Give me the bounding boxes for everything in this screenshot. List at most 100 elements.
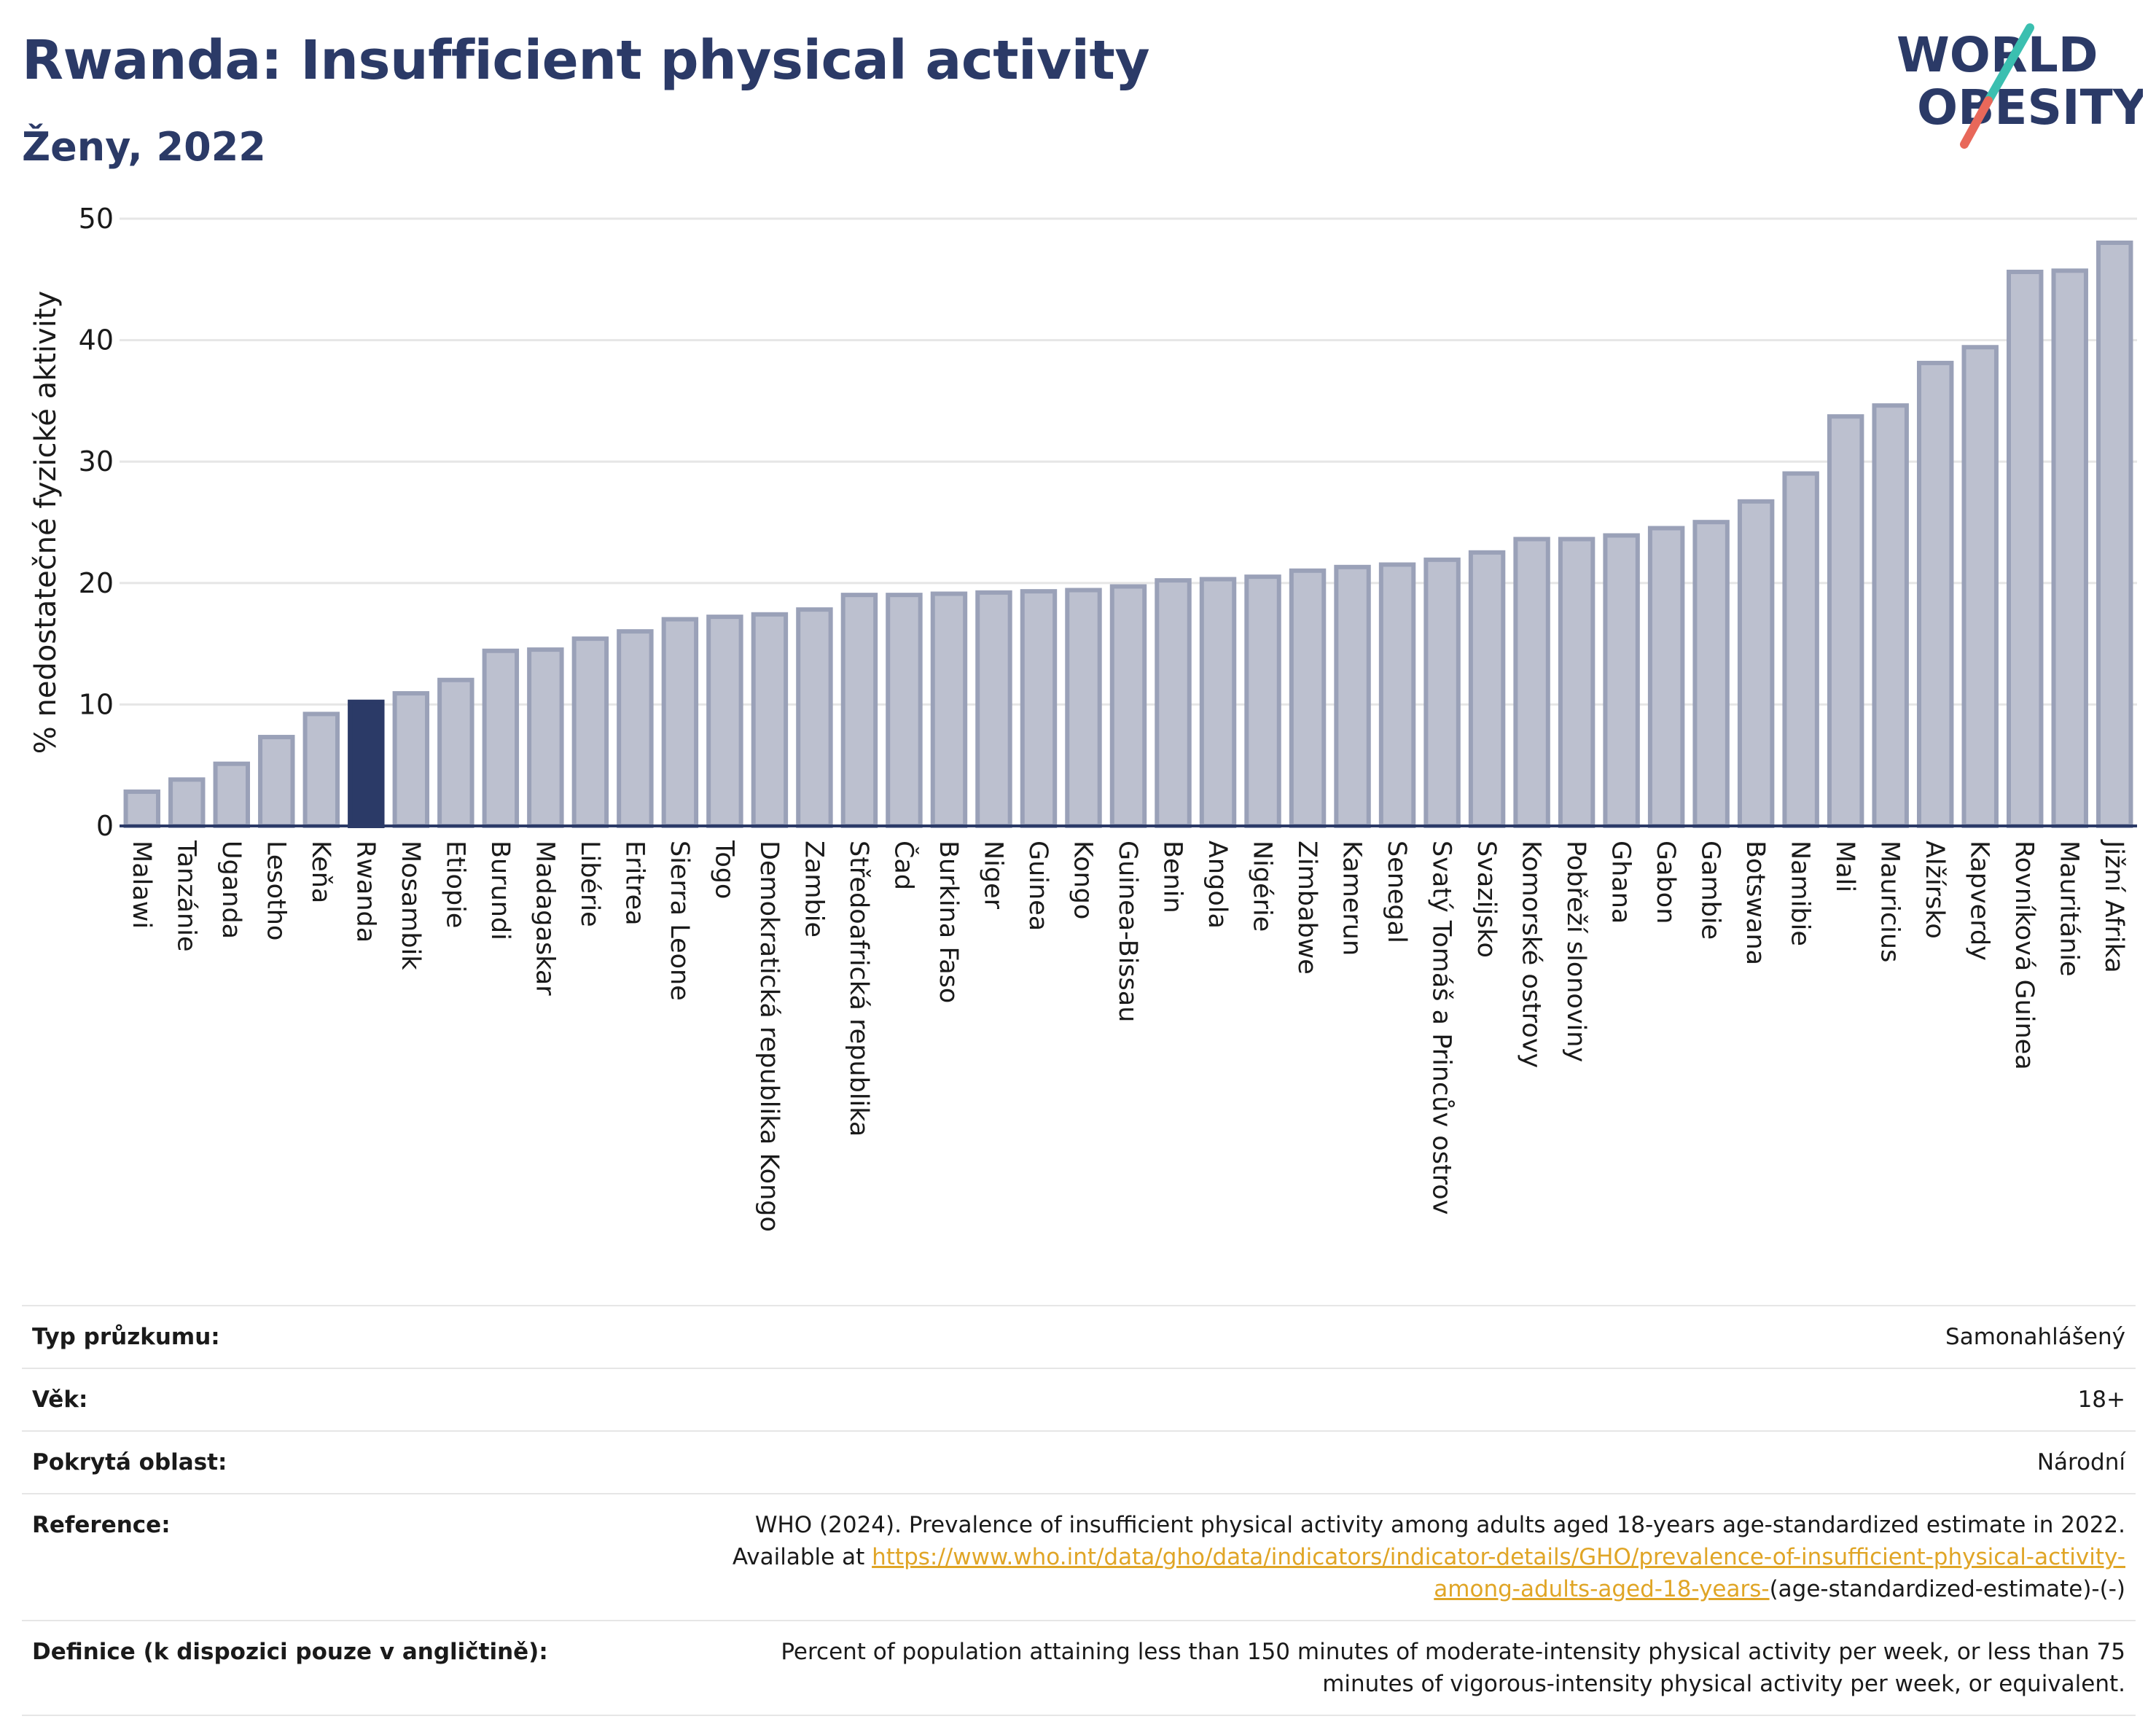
definition-label: Definice (k dispozici pouze v angličtině… [22, 1620, 698, 1716]
bar [1872, 403, 1909, 828]
bar [1065, 588, 1102, 828]
age-label: Věk: [22, 1368, 698, 1432]
x-tick-label: Kapverdy [1965, 841, 1994, 961]
bar [1289, 568, 1327, 828]
info-table: Typ průzkumu: Samonahlášený Věk: 18+ Pok… [22, 1305, 2136, 1716]
bar [1692, 520, 1730, 829]
x-tick-label: Rwanda [351, 841, 380, 943]
x-tick-label: Togo [709, 840, 738, 899]
x-tick-label: Tanzánie [171, 840, 200, 951]
bar [975, 590, 1012, 829]
logo-line2: OBESITY [1917, 79, 2143, 136]
x-tick-label: Eritrea [620, 841, 649, 926]
x-tick-label: Kongo [1068, 841, 1097, 919]
x-tick-label: Angola [1203, 841, 1232, 929]
x-tick-label: Gabon [1651, 841, 1680, 924]
x-tick-label: Zambie [799, 841, 828, 937]
survey-type-value: Samonahlášený [698, 1305, 2136, 1369]
x-tick-label: Burundi [485, 841, 515, 940]
bar [751, 612, 789, 828]
y-tick-label: 10 [79, 688, 114, 720]
bar [527, 647, 564, 829]
info-row-reference: Reference: WHO (2024). Prevalence of ins… [22, 1493, 2136, 1621]
bar [1782, 471, 1819, 828]
reference-suffix: (age-standardized-estimate)-(-) [1769, 1576, 2125, 1602]
bar [123, 789, 160, 829]
survey-type-label: Typ průzkumu: [22, 1305, 698, 1369]
bar [302, 711, 340, 828]
x-tick-label: Etiopie [440, 841, 469, 928]
reference-text: WHO (2024). Prevalence of insufficient p… [732, 1512, 2125, 1570]
x-tick-label: Mosambik [396, 841, 425, 970]
x-tick-label: Guinea-Bissau [1113, 841, 1142, 1022]
y-tick-label: 40 [79, 324, 114, 356]
y-tick-label: 30 [79, 445, 114, 477]
x-tick-label: Pobřeží slonoviny [1561, 841, 1590, 1062]
age-value: 18+ [698, 1368, 2136, 1432]
bar [1558, 537, 1595, 828]
bar [840, 593, 878, 828]
bar [796, 607, 833, 828]
x-tick-label: Svatý Tomáš a Princův ostrov [1427, 841, 1456, 1214]
info-row-survey-type: Typ průzkumu: Samonahlášený [22, 1305, 2136, 1369]
reference-link[interactable]: https://www.who.int/data/gho/data/indica… [872, 1544, 2125, 1602]
x-tick-label: Mali [1830, 841, 1859, 892]
bar [930, 591, 968, 828]
world-obesity-logo: WORLD OBESITY [1897, 23, 2143, 149]
bar [2096, 240, 2133, 829]
x-tick-label: Benin [1158, 841, 1187, 913]
bar [1155, 578, 1192, 828]
bar-highlight [348, 699, 385, 829]
bar [1109, 584, 1147, 828]
y-tick-label: 0 [96, 810, 114, 842]
x-tick-label: Zimbabwe [1292, 841, 1321, 975]
x-tick-label: Malawi [127, 841, 156, 929]
x-tick-label: Burkina Faso [934, 841, 963, 1003]
x-tick-label: Namibie [1786, 841, 1815, 946]
bar [1244, 574, 1281, 828]
x-axis-labels: Malawi Tanzánie Uganda Lesotho Keňa Rwanda Mos… [127, 839, 2128, 1232]
x-tick-label: Demokratická republika Kongo [754, 841, 784, 1232]
x-tick-label: Keňa [306, 841, 335, 903]
bar [2051, 268, 2088, 828]
bar [392, 691, 430, 828]
bar [482, 648, 520, 828]
bar [1737, 499, 1775, 828]
x-tick-label: Jižní Afrika [2099, 839, 2128, 973]
y-tick-label: 50 [79, 203, 114, 235]
bar [258, 735, 295, 828]
y-axis-label: % nedostatečné fyzické aktivity [29, 291, 63, 754]
bar [168, 777, 206, 828]
x-tick-label: Kamerun [1337, 841, 1367, 956]
x-tick-label: Botswana [1741, 841, 1770, 965]
x-tick-label: Lesotho [261, 841, 290, 940]
x-tick-label: Alžírsko [1920, 841, 1949, 939]
y-axis-ticks: 0 10 20 30 40 50 [79, 203, 114, 842]
bar [1423, 557, 1461, 829]
info-row-definition: Definice (k dispozici pouze v angličtině… [22, 1620, 2136, 1716]
bar [661, 617, 699, 828]
bar [2007, 269, 2044, 828]
x-tick-label: Čad [888, 841, 919, 890]
x-tick-label: Uganda [216, 841, 246, 939]
bar [1603, 533, 1640, 829]
bar [1378, 562, 1416, 829]
x-tick-label: Niger [978, 841, 1007, 910]
bar [1334, 564, 1371, 828]
bar [1020, 589, 1058, 828]
chart-title: Rwanda: Insufficient physical activity [22, 29, 1150, 92]
bar [213, 761, 250, 829]
bar [617, 629, 654, 828]
reference-value: WHO (2024). Prevalence of insufficient p… [698, 1493, 2136, 1621]
bar [1199, 577, 1237, 828]
x-tick-label: Svazijsko [1472, 841, 1501, 958]
x-tick-label: Libérie [575, 841, 604, 927]
bar [571, 636, 609, 828]
bar [437, 677, 474, 828]
x-tick-label: Nigérie [1248, 841, 1277, 932]
info-row-age: Věk: 18+ [22, 1368, 2136, 1432]
x-tick-label: Sierra Leone [665, 841, 694, 1001]
bar [1916, 360, 1954, 828]
bar [1647, 526, 1685, 828]
x-tick-label: Rovníková Guinea [2009, 841, 2039, 1070]
